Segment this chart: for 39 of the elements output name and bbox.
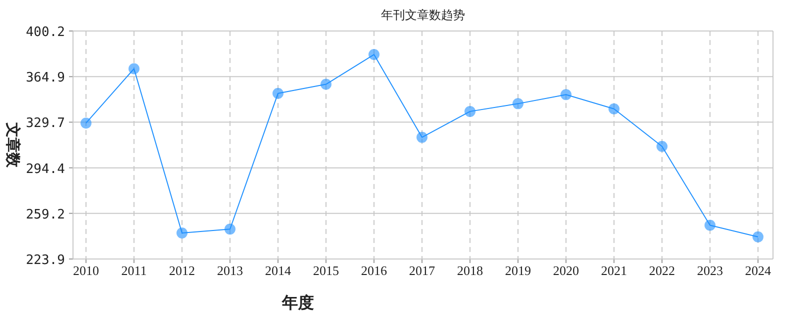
chart-title: 年刊文章数趋势 — [381, 8, 465, 22]
point — [608, 103, 620, 114]
y-tick-label: 259.2 — [26, 207, 65, 222]
x-tick-label: 2018 — [457, 263, 483, 278]
y-tick-label: 364.9 — [26, 70, 65, 86]
point — [752, 231, 764, 242]
point — [320, 78, 332, 90]
point — [464, 106, 476, 117]
x-tick-label: 2023 — [697, 263, 723, 278]
point — [512, 98, 524, 110]
x-tick-label: 2019 — [505, 263, 531, 278]
point — [272, 88, 284, 99]
x-tick-label: 2016 — [361, 263, 388, 278]
x-tick-label: 2020 — [553, 263, 579, 278]
point — [704, 220, 716, 231]
y-tick-label: 294.4 — [26, 162, 66, 177]
x-tick-label: 2021 — [601, 263, 627, 278]
point — [224, 224, 236, 235]
x-tick-label: 2012 — [169, 263, 195, 278]
point — [128, 63, 140, 74]
point — [656, 140, 668, 152]
x-tick-label: 2014 — [265, 263, 292, 278]
point — [416, 132, 428, 143]
x-tick-label: 2015 — [313, 263, 339, 278]
point — [368, 49, 380, 60]
x-tick-label: 2011 — [121, 263, 147, 278]
y-tick-label: 223.9 — [26, 253, 65, 268]
point — [176, 228, 188, 239]
y-tick-label: 329.7 — [26, 116, 65, 132]
x-tick-label: 2022 — [649, 263, 675, 278]
x-tick-label: 2010 — [73, 263, 99, 278]
point — [80, 118, 92, 129]
x-tick-label: 2017 — [409, 263, 436, 278]
x-tick-label: 2024 — [745, 263, 772, 278]
point — [560, 89, 572, 100]
x-axis-title: 年度 — [281, 293, 314, 312]
y-tick-label: 400.2 — [26, 25, 65, 40]
x-tick-label: 2013 — [217, 263, 243, 278]
y-axis-title: 文章数 — [4, 122, 22, 168]
